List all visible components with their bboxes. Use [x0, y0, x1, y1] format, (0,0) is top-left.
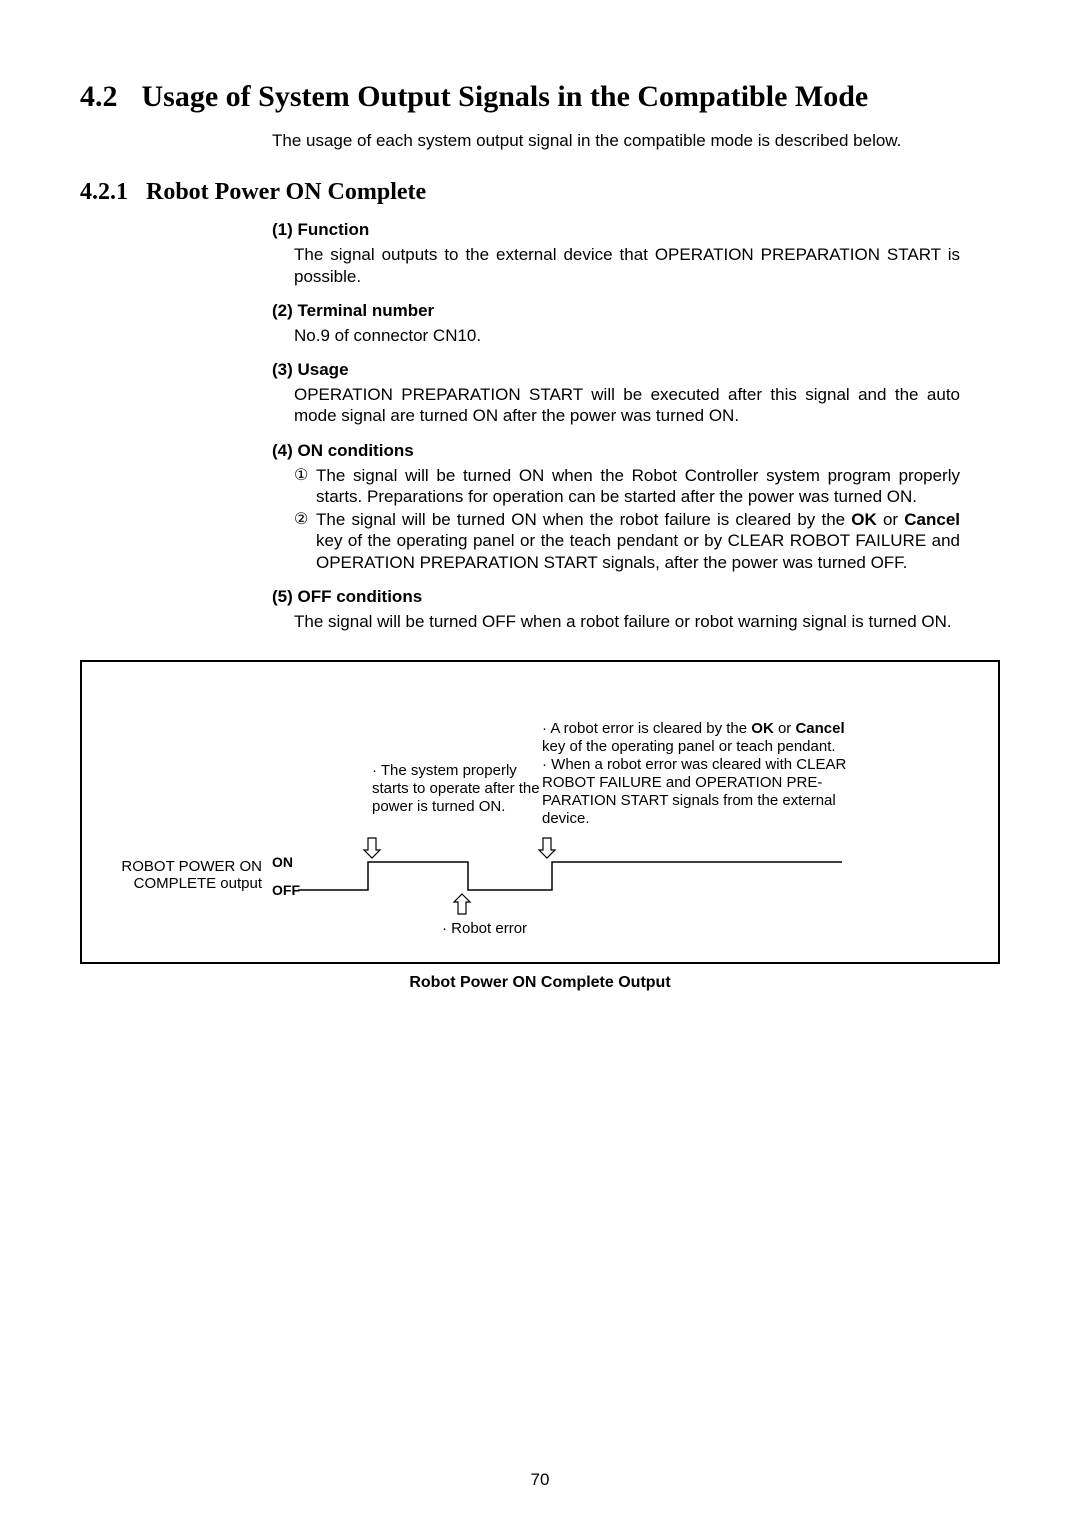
condition-text: The signal will be turned ON when the ro…: [316, 509, 960, 573]
item-body: The signal will be turned OFF when a rob…: [294, 611, 960, 632]
circled-number-icon: ①: [294, 465, 316, 508]
subsection-title: Robot Power ON Complete: [146, 179, 426, 205]
item-on-conditions: (4) ON conditions ① The signal will be t…: [272, 441, 960, 573]
subsection-number: 4.2.1: [80, 179, 128, 205]
section-number: 4.2: [80, 80, 118, 113]
diagram-caption: Robot Power ON Complete Output: [80, 974, 1000, 992]
item-head: (5) OFF conditions: [272, 587, 960, 607]
circled-number-icon: ②: [294, 509, 316, 573]
page-number: 70: [0, 1470, 1080, 1490]
condition-1: ① The signal will be turned ON when the …: [294, 465, 960, 508]
item-terminal: (2) Terminal number No.9 of connector CN…: [272, 301, 960, 346]
timing-diagram: ROBOT POWER ON COMPLETE output ON OFF · …: [80, 660, 1000, 964]
section-heading: 4.2 Usage of System Output Signals in the…: [80, 80, 1000, 114]
condition-text: The signal will be turned ON when the Ro…: [316, 465, 960, 508]
item-head: (2) Terminal number: [272, 301, 960, 321]
item-usage: (3) Usage OPERATION PREPARATION START wi…: [272, 360, 960, 427]
item-off-conditions: (5) OFF conditions The signal will be tu…: [272, 587, 960, 632]
item-head: (1) Function: [272, 220, 960, 240]
item-head: (3) Usage: [272, 360, 960, 380]
condition-2: ② The signal will be turned ON when the …: [294, 509, 960, 573]
item-head: (4) ON conditions: [272, 441, 960, 461]
item-body: No.9 of connector CN10.: [294, 325, 960, 346]
text-run: key of the operating panel or the teach …: [316, 531, 960, 571]
item-body: OPERATION PREPARATION START will be exec…: [294, 384, 960, 427]
item-function: (1) Function The signal outputs to the e…: [272, 220, 960, 287]
text-bold: OK: [851, 510, 877, 529]
text-bold: Cancel: [904, 510, 960, 529]
waveform-svg: [82, 662, 998, 962]
text-run: or: [877, 510, 904, 529]
subsection-heading: 4.2.1 Robot Power ON Complete: [80, 179, 1000, 206]
page: 4.2 Usage of System Output Signals in the…: [0, 0, 1080, 1528]
item-body: The signal outputs to the external devic…: [294, 244, 960, 287]
section-intro: The usage of each system output signal i…: [272, 130, 960, 151]
text-run: The signal will be turned ON when the ro…: [316, 510, 851, 529]
conditions-list: ① The signal will be turned ON when the …: [294, 465, 960, 573]
section-title: Usage of System Output Signals in the Co…: [142, 80, 869, 113]
